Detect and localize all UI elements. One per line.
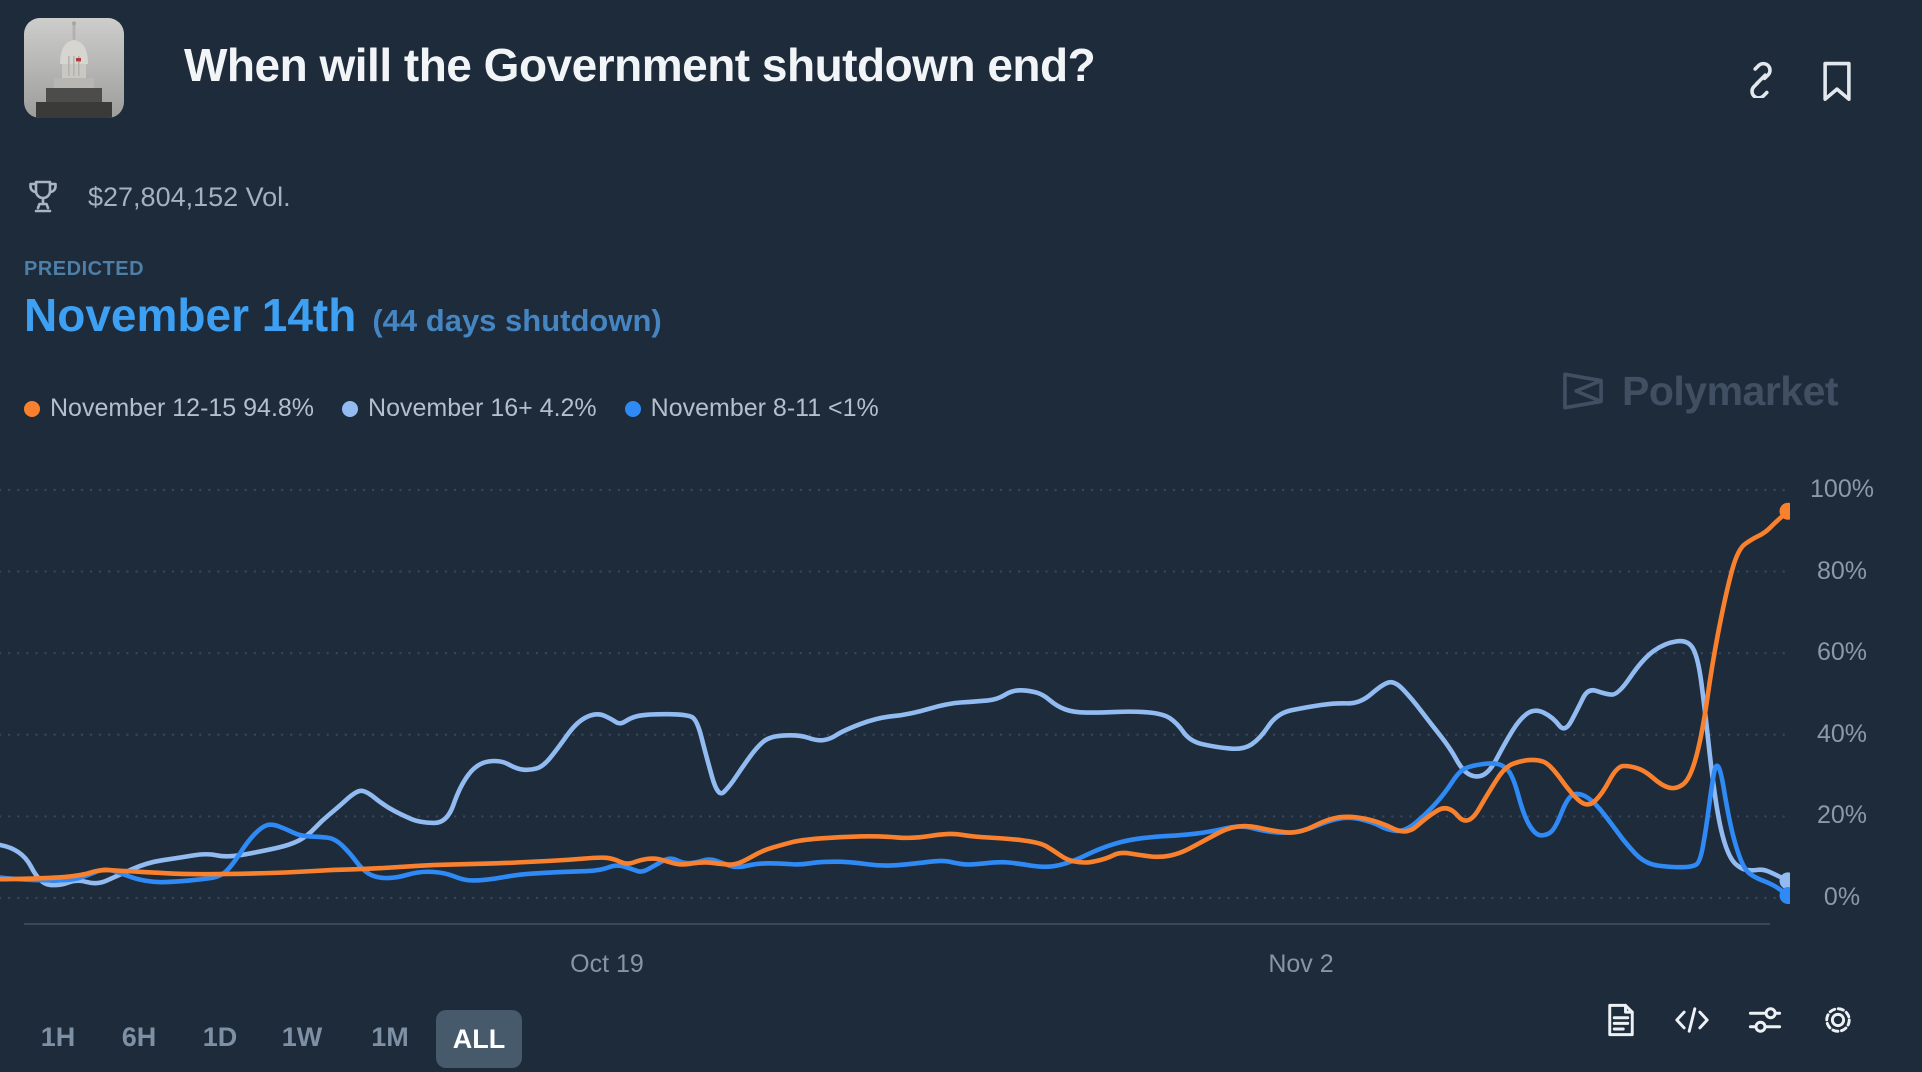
y-axis-tick-80%: 80% [1816,556,1868,585]
series-line-november-12-15 [0,508,1790,882]
copy-link-button[interactable] [1742,60,1780,98]
legend-label: November 12-15 94.8% [50,394,315,422]
capitol-building-image [24,18,124,118]
range-button-1w[interactable]: 1W [281,1022,323,1052]
legend-dot-orange [24,400,40,417]
y-axis-tick-20%: 20% [1816,801,1868,830]
volume-value: $27,804,152 Vol. [88,182,291,212]
settings-button[interactable] [1820,1002,1856,1038]
chart-options-button[interactable] [1747,1002,1783,1038]
series-end-dot [1779,502,1790,520]
y-axis-tick-100%: 100% [1810,475,1874,503]
range-button-1d[interactable]: 1D [202,1022,238,1052]
y-axis-tick-0%: 0% [1823,883,1861,911]
predicted-row: November 14th (44 days shutdown) [24,288,662,342]
y-axis-tick-40%: 40% [1816,719,1868,748]
series-end-dot [1779,872,1790,890]
market-avatar-capitol-image[interactable] [24,18,124,118]
document-icon [1608,1003,1634,1037]
legend-item-november-12-15[interactable]: November 12-15 94.8% [24,394,314,423]
range-button-1h[interactable]: 1H [40,1022,76,1052]
legend-item-november-16plus[interactable]: November 16+ 4.2% [342,394,597,423]
series-line-november-16- [0,638,1790,888]
watermark-text: Polymarket [1622,367,1839,414]
chart-legend: November 12-15 94.8% November 16+ 4.2% N… [24,394,879,423]
legend-item-november-8-11[interactable]: November 8-11 <1% [624,394,879,423]
range-button-6h[interactable]: 6H [121,1022,157,1052]
predicted-label: PREDICTED [24,258,145,280]
series-line-november-8-11 [0,761,1790,898]
embed-code-button[interactable] [1674,1002,1710,1038]
y-axis-tick-60%: 60% [1816,638,1868,667]
polymarket-logo-icon [1563,372,1603,410]
page-title: When will the Government shutdown end? [184,39,1096,91]
predicted-outcome-value: November 14th [24,289,357,341]
series-end-dot [1779,887,1790,905]
range-button-all-active[interactable]: ALL [436,1010,522,1068]
polymarket-watermark: Polymarket [1558,366,1839,416]
x-axis-tick-nov-2: Nov 2 [1268,950,1334,978]
bookmark-icon [1823,61,1851,101]
x-axis-tick-oct-19: Oct 19 [570,950,644,978]
gear-icon [1825,1007,1851,1033]
trophy-icon [26,178,60,218]
news-doc-button[interactable] [1603,1002,1639,1038]
link-icon [1750,61,1772,98]
legend-dot-blue [624,400,641,417]
legend-label: November 8-11 <1% [650,394,879,422]
bookmark-button[interactable] [1818,60,1856,101]
price-history-chart[interactable] [0,440,1790,960]
legend-dot-light-blue [342,400,359,417]
legend-label: November 16+ 4.2% [368,394,597,422]
code-icon [1675,1007,1709,1033]
predicted-outcome-note: (44 days shutdown) [372,303,662,338]
range-button-1m[interactable]: 1M [371,1022,409,1052]
sliders-icon [1748,1007,1782,1033]
